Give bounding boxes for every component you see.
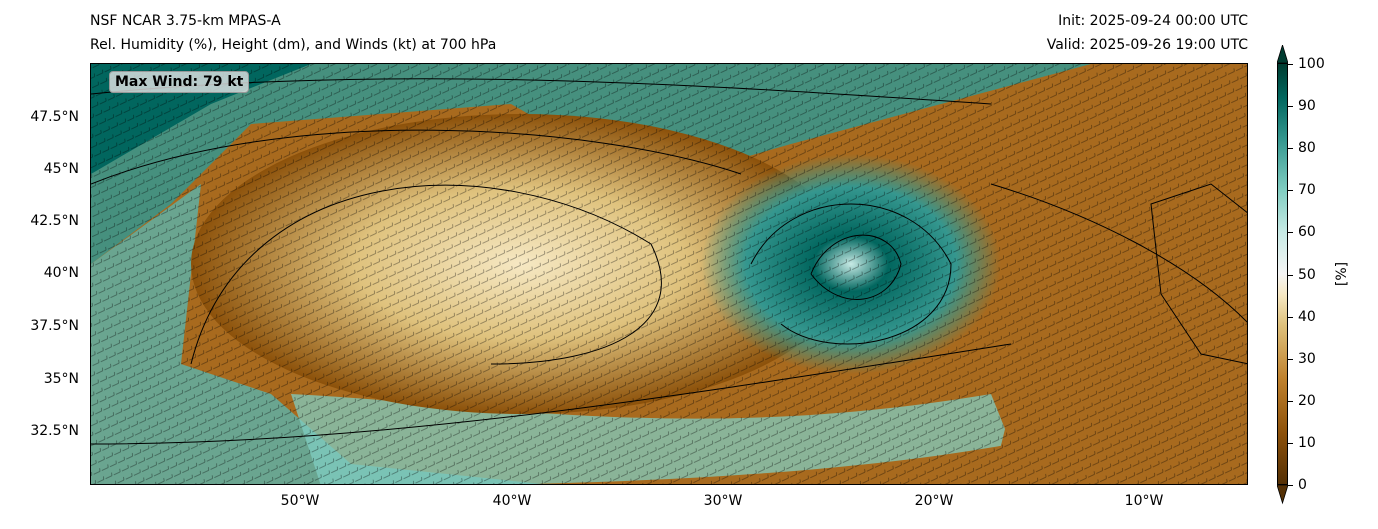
lon-label: 50°W [280, 493, 320, 509]
lon-label: 10°W [1124, 493, 1164, 509]
colorbar-unit: [%] [1334, 261, 1350, 287]
lat-label: 35°N [43, 371, 79, 387]
lon-label: 40°W [492, 493, 532, 509]
colorbar-tick-label: 100 [1298, 56, 1325, 72]
map-field [91, 64, 1247, 484]
colorbar-tick-label: 60 [1298, 224, 1316, 241]
lat-label: 40°N [43, 265, 79, 281]
colorbar-tick-label: 40 [1298, 308, 1316, 325]
colorbar-tick [1288, 442, 1293, 444]
lat-label: 37.5°N [30, 318, 79, 334]
lat-label: 42.5°N [30, 213, 79, 229]
field-title: Rel. Humidity (%), Height (dm), and Wind… [90, 37, 497, 53]
colorbar-tick-label: 10 [1298, 434, 1316, 451]
colorbar-tick [1288, 274, 1293, 276]
colorbar-tick [1288, 232, 1293, 234]
colorbar-tick-label: 90 [1298, 98, 1316, 115]
lat-label: 32.5°N [30, 423, 79, 439]
colorbar-tick [1288, 316, 1293, 318]
lon-label: 20°W [914, 493, 954, 509]
colorbar-tick-label: 0 [1298, 477, 1307, 493]
colorbar-tick-label: 80 [1298, 140, 1316, 157]
max-wind-label: Max Wind: 79 kt [109, 71, 250, 93]
colorbar-tick-label: 20 [1298, 392, 1316, 409]
colorbar-tick-label: 70 [1298, 182, 1316, 199]
lat-label: 47.5°N [30, 109, 79, 125]
colorbar-tick [1288, 64, 1293, 65]
colorbar-tick [1288, 485, 1293, 486]
colorbar-tick-label: 30 [1298, 350, 1316, 367]
colorbar-tick-label: 50 [1298, 266, 1316, 283]
colorbar-tick [1288, 148, 1293, 150]
lon-label: 30°W [703, 493, 743, 509]
wind-barbs [91, 64, 1247, 484]
init-time: Init: 2025-09-24 00:00 UTC [1058, 13, 1248, 29]
valid-time: Valid: 2025-09-26 19:00 UTC [1046, 37, 1248, 53]
lat-label: 45°N [43, 161, 79, 177]
colorbar-tick [1288, 190, 1293, 192]
colorbar-tick [1288, 400, 1293, 402]
colorbar-tick [1288, 358, 1293, 360]
colorbar-tick [1288, 106, 1293, 108]
model-title: NSF NCAR 3.75-km MPAS-A [90, 13, 281, 29]
colorbar [1277, 63, 1288, 485]
humidity-map: Max Wind: 79 kt [90, 63, 1248, 485]
